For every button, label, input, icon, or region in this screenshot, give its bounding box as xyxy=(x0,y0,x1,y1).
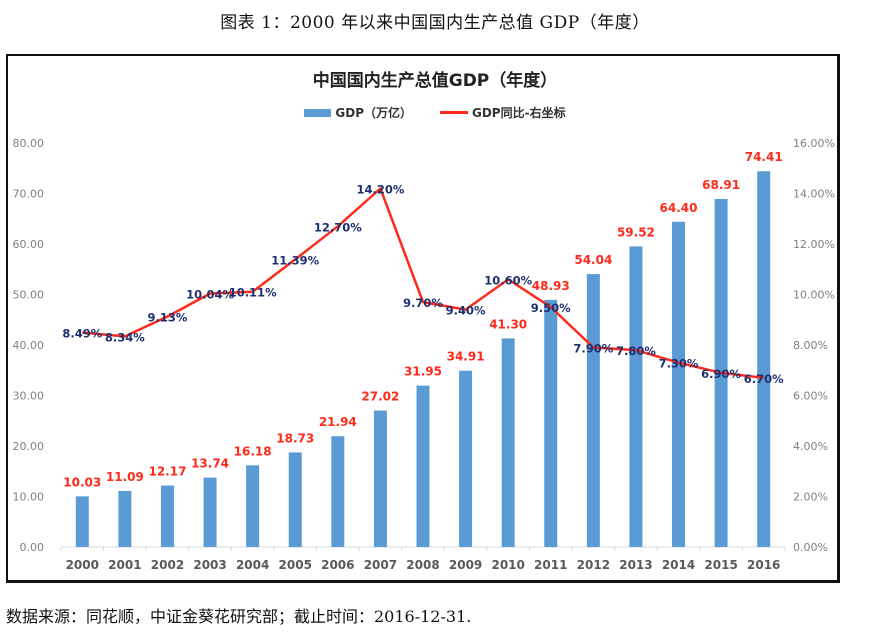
bar-data-label: 68.91 xyxy=(702,178,740,192)
line-data-label: 9.40% xyxy=(446,304,486,318)
bar-data-label: 16.18 xyxy=(234,444,272,458)
bar-data-label: 13.74 xyxy=(191,457,229,471)
x-axis-tick-label: 2011 xyxy=(534,558,567,572)
line-data-label: 7.80% xyxy=(616,344,656,358)
y-axis-left-tick-label: 50.00 xyxy=(13,289,45,302)
x-axis-tick-label: 2009 xyxy=(449,558,482,572)
bar-data-label: 59.52 xyxy=(617,225,655,239)
line-data-label: 9.13% xyxy=(148,310,188,324)
bar-gdp xyxy=(331,436,345,547)
y-axis-left-tick-label: 80.00 xyxy=(13,137,45,150)
bar-data-label: 34.91 xyxy=(447,350,485,364)
y-axis-right-tick-label: 16.00% xyxy=(793,137,835,150)
line-data-label: 10.60% xyxy=(484,273,532,287)
bar-data-label: 31.95 xyxy=(404,365,442,379)
bar-gdp xyxy=(757,171,771,548)
bar-data-label: 64.40 xyxy=(660,201,698,215)
bar-data-label: 11.09 xyxy=(106,470,144,484)
figure-caption: 图表 1：2000 年以来中国国内生产总值 GDP（年度） xyxy=(220,13,650,33)
y-axis-left-tick-label: 40.00 xyxy=(13,339,45,352)
line-data-label: 9.50% xyxy=(531,301,571,315)
legend-swatch-bar xyxy=(304,108,332,117)
y-axis-right-tick-label: 4.00% xyxy=(793,440,828,453)
bar-gdp xyxy=(118,490,132,547)
line-data-label: 7.30% xyxy=(659,357,699,371)
line-data-label: 10.11% xyxy=(229,286,277,300)
bar-data-label: 10.03 xyxy=(63,475,101,489)
bar-data-label: 27.02 xyxy=(361,390,399,404)
bar-gdp xyxy=(246,465,260,547)
x-axis-tick-label: 2001 xyxy=(108,558,141,572)
y-axis-right-tick-label: 10.00% xyxy=(793,289,835,302)
x-axis-tick-label: 2015 xyxy=(704,558,737,572)
line-data-label: 14.20% xyxy=(356,182,404,196)
line-data-label: 8.34% xyxy=(105,330,145,344)
bar-data-label: 48.93 xyxy=(532,279,570,293)
y-axis-right-tick-label: 14.00% xyxy=(793,188,835,201)
bar-data-label: 12.17 xyxy=(148,465,186,479)
bar-data-label: 21.94 xyxy=(319,415,357,429)
x-axis-tick-label: 2000 xyxy=(66,558,99,572)
y-axis-left-tick-label: 30.00 xyxy=(13,390,45,403)
bar-gdp xyxy=(629,246,643,547)
x-axis-tick-label: 2010 xyxy=(491,558,524,572)
y-axis-right-tick-label: 0.00% xyxy=(793,541,828,554)
x-axis-tick-label: 2002 xyxy=(151,558,184,572)
bar-gdp xyxy=(501,338,515,547)
legend-item-growth[interactable]: GDP同比-右坐标 xyxy=(440,104,566,121)
line-data-label: 6.70% xyxy=(744,372,784,386)
chart-title: 中国国内生产总值GDP（年度） xyxy=(312,71,558,91)
line-data-label: 6.90% xyxy=(701,367,741,381)
line-data-label: 11.39% xyxy=(271,253,319,267)
y-axis-left-tick-label: 20.00 xyxy=(13,440,45,453)
x-axis-tick-label: 2008 xyxy=(406,558,439,572)
legend-item-gdp[interactable]: GDP（万亿） xyxy=(304,104,412,121)
x-axis-tick-label: 2016 xyxy=(747,558,780,572)
line-data-label: 12.70% xyxy=(314,220,362,234)
y-axis-right-tick-label: 8.00% xyxy=(793,339,828,352)
bar-data-label: 18.73 xyxy=(276,431,314,445)
x-axis-tick-label: 2005 xyxy=(279,558,312,572)
bar-data-label: 41.30 xyxy=(489,317,527,331)
y-axis-right-tick-label: 6.00% xyxy=(793,390,828,403)
bar-gdp xyxy=(160,485,174,547)
legend-label-gdp: GDP（万亿） xyxy=(335,106,412,120)
bar-gdp xyxy=(416,385,430,547)
x-axis-tick-label: 2007 xyxy=(364,558,397,572)
x-axis-tick-label: 2014 xyxy=(662,558,695,572)
line-data-label: 10.04% xyxy=(186,287,234,301)
chart-legend: GDP（万亿） GDP同比-右坐标 xyxy=(0,104,870,121)
bar-gdp xyxy=(203,477,217,547)
legend-label-growth: GDP同比-右坐标 xyxy=(472,106,566,120)
bar-gdp xyxy=(75,496,89,547)
y-axis-left-tick-label: 70.00 xyxy=(13,188,45,201)
line-gdp-growth xyxy=(82,187,764,380)
x-axis-tick-label: 2012 xyxy=(577,558,610,572)
bar-data-label: 54.04 xyxy=(574,253,612,267)
y-axis-left-tick-label: 60.00 xyxy=(13,238,45,251)
line-data-label: 7.90% xyxy=(573,342,613,356)
legend-swatch-line xyxy=(440,111,468,114)
y-axis-left-tick-label: 10.00 xyxy=(13,491,45,504)
line-data-label: 9.70% xyxy=(403,296,443,310)
x-axis-tick-label: 2006 xyxy=(321,558,354,572)
source-note: 数据来源：同花顺，中证金葵花研究部；截止时间：2016-12-31. xyxy=(6,607,472,626)
bar-gdp xyxy=(672,221,686,547)
y-axis-left-tick-label: 0.00 xyxy=(20,541,45,554)
y-axis-right-tick-label: 2.00% xyxy=(793,491,828,504)
bar-gdp xyxy=(586,274,600,547)
y-axis-right-tick-label: 12.00% xyxy=(793,238,835,251)
bar-gdp xyxy=(544,299,558,547)
x-axis-tick-label: 2004 xyxy=(236,558,269,572)
x-axis-tick-label: 2003 xyxy=(193,558,226,572)
bar-gdp xyxy=(459,370,473,547)
line-data-label: 8.49% xyxy=(62,327,102,341)
x-axis-tick-label: 2013 xyxy=(619,558,652,572)
bar-gdp xyxy=(373,410,387,547)
bar-gdp xyxy=(288,452,302,547)
bar-data-label: 74.41 xyxy=(745,150,783,164)
